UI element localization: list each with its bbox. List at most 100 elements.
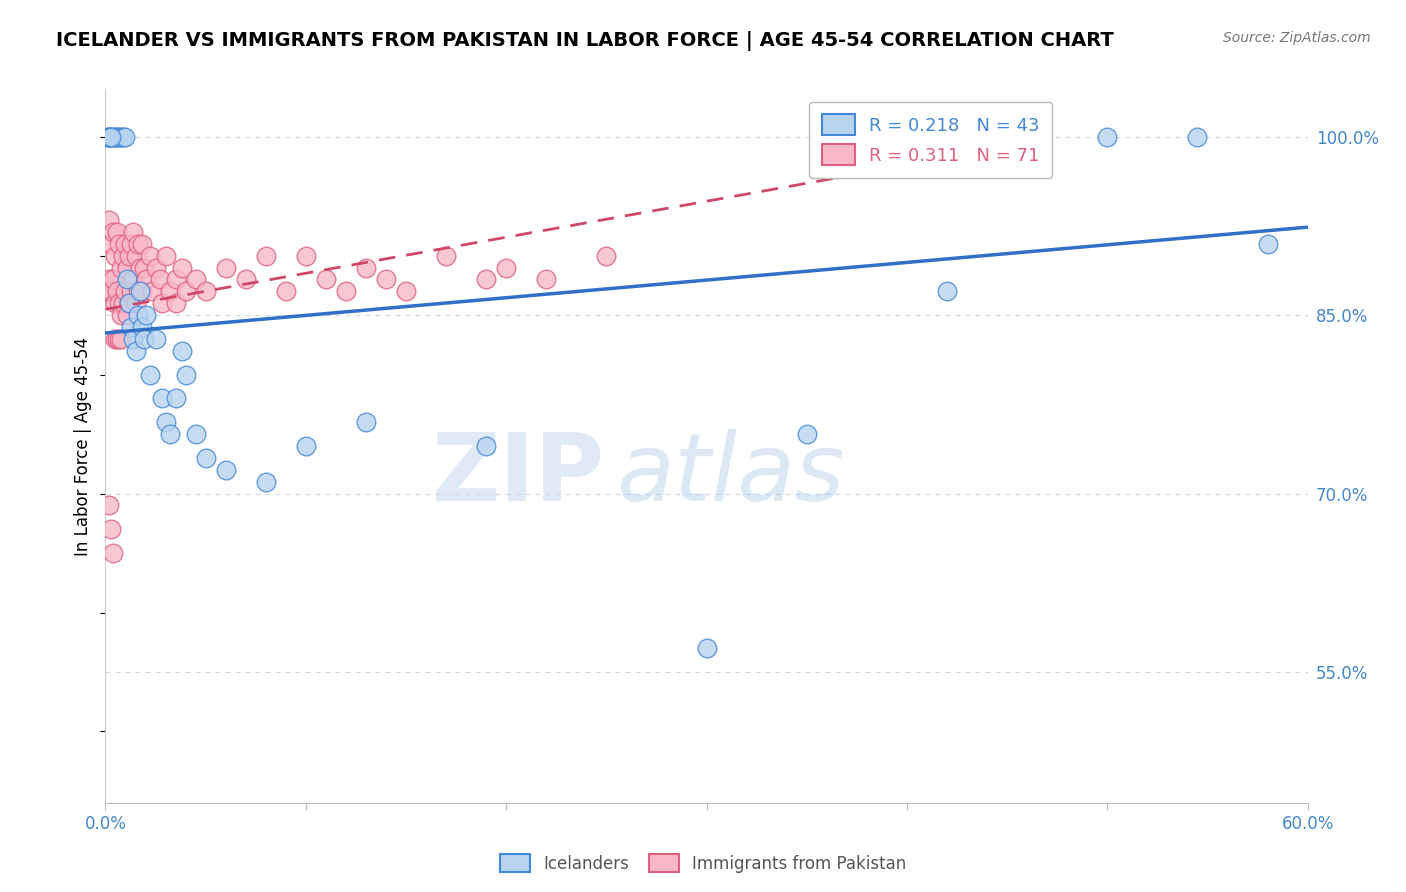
- Point: [354, 415, 377, 429]
- Point: [96, 285, 118, 299]
- Point: [1097, 129, 1119, 144]
- Point: [104, 129, 127, 144]
- Point: [138, 368, 160, 382]
- Point: [936, 285, 959, 299]
- Point: [122, 332, 145, 346]
- Point: [155, 249, 177, 263]
- Point: [100, 522, 122, 536]
- Point: [174, 285, 197, 299]
- Point: [132, 260, 155, 275]
- Point: [100, 285, 122, 299]
- Point: [108, 332, 131, 346]
- Point: [174, 368, 197, 382]
- Point: [165, 296, 187, 310]
- Point: [1187, 129, 1209, 144]
- Point: [170, 343, 193, 358]
- Point: [103, 272, 125, 286]
- Text: ZIP: ZIP: [432, 428, 605, 521]
- Point: [148, 272, 170, 286]
- Point: [194, 450, 217, 465]
- Point: [159, 427, 181, 442]
- Y-axis label: In Labor Force | Age 45-54: In Labor Force | Age 45-54: [75, 336, 93, 556]
- Point: [118, 296, 141, 310]
- Point: [127, 308, 149, 322]
- Point: [118, 249, 141, 263]
- Point: [103, 129, 125, 144]
- Point: [475, 439, 498, 453]
- Point: [127, 236, 149, 251]
- Point: [128, 285, 150, 299]
- Point: [98, 499, 121, 513]
- Point: [114, 129, 136, 144]
- Point: [124, 343, 146, 358]
- Point: [121, 320, 143, 334]
- Point: [108, 236, 131, 251]
- Point: [96, 129, 118, 144]
- Point: [112, 129, 135, 144]
- Point: [131, 285, 153, 299]
- Point: [254, 475, 277, 489]
- Point: [374, 272, 398, 286]
- Point: [117, 272, 139, 286]
- Point: [475, 272, 498, 286]
- Point: [295, 249, 318, 263]
- Point: [104, 296, 127, 310]
- Point: [107, 285, 129, 299]
- Point: [108, 296, 131, 310]
- Point: [117, 260, 139, 275]
- Text: atlas: atlas: [616, 429, 845, 520]
- Point: [335, 285, 357, 299]
- Point: [141, 285, 163, 299]
- Point: [100, 129, 122, 144]
- Point: [131, 320, 153, 334]
- Point: [122, 272, 145, 286]
- Point: [254, 249, 277, 263]
- Point: [214, 260, 236, 275]
- Point: [112, 296, 135, 310]
- Point: [159, 285, 181, 299]
- Point: [274, 285, 297, 299]
- Point: [132, 332, 155, 346]
- Point: [434, 249, 457, 263]
- Point: [98, 129, 121, 144]
- Point: [107, 332, 129, 346]
- Point: [165, 272, 187, 286]
- Point: [110, 129, 132, 144]
- Point: [135, 308, 157, 322]
- Legend: Icelanders, Immigrants from Pakistan: Icelanders, Immigrants from Pakistan: [494, 847, 912, 880]
- Point: [103, 225, 125, 239]
- Point: [103, 546, 125, 560]
- Point: [110, 332, 132, 346]
- Point: [235, 272, 257, 286]
- Point: [128, 260, 150, 275]
- Point: [315, 272, 337, 286]
- Point: [395, 285, 418, 299]
- Point: [194, 285, 217, 299]
- Point: [117, 308, 139, 322]
- Point: [534, 272, 557, 286]
- Point: [114, 285, 136, 299]
- Point: [127, 285, 149, 299]
- Point: [100, 236, 122, 251]
- Point: [104, 332, 127, 346]
- Point: [135, 272, 157, 286]
- Point: [150, 296, 173, 310]
- Point: [98, 213, 121, 227]
- Point: [295, 439, 318, 453]
- Legend: R = 0.218   N = 43, R = 0.311   N = 71: R = 0.218 N = 43, R = 0.311 N = 71: [810, 102, 1052, 178]
- Text: ICELANDER VS IMMIGRANTS FROM PAKISTAN IN LABOR FORCE | AGE 45-54 CORRELATION CHA: ICELANDER VS IMMIGRANTS FROM PAKISTAN IN…: [56, 31, 1114, 51]
- Point: [214, 463, 236, 477]
- Point: [595, 249, 617, 263]
- Point: [138, 249, 160, 263]
- Point: [98, 272, 121, 286]
- Point: [145, 332, 167, 346]
- Point: [110, 260, 132, 275]
- Point: [98, 129, 121, 144]
- Point: [354, 260, 377, 275]
- Point: [696, 641, 718, 656]
- Point: [145, 260, 167, 275]
- Point: [104, 249, 127, 263]
- Point: [124, 249, 146, 263]
- Point: [121, 285, 143, 299]
- Point: [155, 415, 177, 429]
